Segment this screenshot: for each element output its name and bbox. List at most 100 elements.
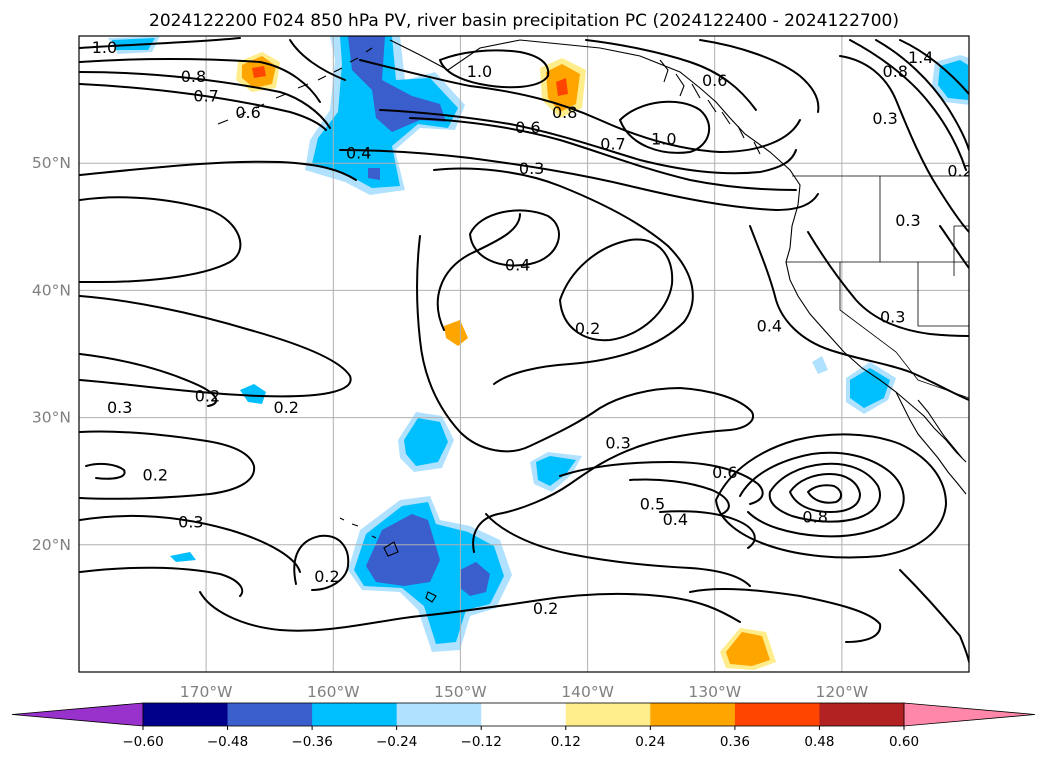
pv-contour (559, 238, 674, 342)
colorbar-tick-label: 0.36 (720, 734, 750, 750)
pv-contour (79, 83, 327, 131)
colorbar-tick-label: −0.36 (291, 734, 332, 750)
pv-contour (629, 478, 730, 515)
coastline-north-america (389, 39, 967, 463)
lon-tick-label: 140°W (561, 683, 614, 701)
contour-label: 0.3 (107, 398, 132, 417)
pv-contour (849, 39, 967, 171)
pv-contour (469, 209, 560, 267)
contour-label: 0.6 (515, 118, 540, 137)
colorbar-tick-label: 0.60 (889, 734, 919, 750)
contour-label: 0.6 (235, 103, 260, 122)
contour-label: 0.6 (702, 71, 727, 90)
lat-tick-label: 50°N (32, 154, 71, 172)
contour-label: 0.5 (640, 495, 665, 514)
pv-contour (585, 39, 757, 111)
pv-contour (289, 39, 346, 81)
lon-tick-label: 150°W (434, 683, 487, 701)
latitude-ticks: 20°N 30°N 40°N 50°N (32, 154, 71, 554)
pv-contour (559, 461, 764, 505)
contour-label: 0.3 (178, 512, 203, 531)
pv-contour (807, 484, 842, 504)
contour-label: 0.3 (605, 434, 630, 453)
coastline-gulf-california (917, 399, 963, 459)
pv-contour (379, 109, 797, 175)
pv-contour (899, 569, 969, 663)
pv-contour (739, 451, 905, 538)
map-frame (78, 35, 970, 673)
map-background (79, 36, 969, 672)
contour-label: 0.3 (519, 159, 544, 178)
precip-pos-4-mid (726, 632, 770, 666)
precip-pos-1-dark (252, 66, 266, 78)
precip-neg-c6 (170, 552, 196, 562)
pv-contour (79, 58, 321, 103)
contour-label: 1.0 (651, 130, 676, 149)
contour-label: 0.2 (533, 599, 558, 618)
pv-contour (689, 588, 882, 643)
pv-contour (433, 167, 694, 385)
pv-contour (85, 462, 126, 480)
contour-label: 0.3 (872, 109, 897, 128)
precip-neg-alaska-dark-2 (368, 168, 380, 180)
colorbar-tick-label: −0.12 (461, 734, 502, 750)
lon-tick-label: 170°W (180, 683, 233, 701)
lon-tick-label: 120°W (816, 683, 869, 701)
contour-label: 0.4 (663, 510, 688, 529)
contour-label: 0.2 (274, 398, 299, 417)
pv-contour (79, 160, 357, 181)
precip-neg-c4-light (812, 356, 828, 374)
pv-contour (875, 39, 969, 151)
map-content: 1.00.80.70.60.41.00.80.60.7 1.00.30.40.2 0… (79, 36, 972, 672)
pv-contour (899, 39, 969, 95)
contour-label: 0.7 (193, 86, 218, 105)
pv-contour (749, 225, 969, 401)
precip-pos-2-dark (556, 78, 568, 96)
pv-contour (339, 149, 819, 211)
contour-label: 1.0 (467, 62, 492, 81)
border-states (786, 176, 969, 399)
colorbar-tick-label: 0.24 (635, 734, 665, 750)
colorbar-swatch (565, 703, 651, 726)
colorbar-tick-label: 0.48 (804, 734, 834, 750)
pv-contour (699, 39, 820, 113)
pv-contour (619, 100, 710, 154)
contour-label: 0.4 (346, 144, 371, 163)
pv-contour (79, 514, 301, 573)
colorbar-tick-label: −0.48 (207, 734, 248, 750)
contour-label: 0.3 (895, 211, 920, 230)
precip-neg-c5-mid (850, 368, 890, 408)
colorbar-tick-label: −0.24 (376, 734, 417, 750)
pv-contour (79, 71, 331, 129)
colorbar-swatch (227, 703, 313, 726)
precip-neg-alaska-dark (348, 36, 446, 132)
longitude-ticks: 170°W 160°W 150°W 140°W 130°W 120°W (180, 683, 868, 701)
precip-pos-3-mid (444, 320, 468, 346)
colorbar-tick-label: 0.12 (551, 734, 581, 750)
contour-label: 0.4 (757, 317, 782, 336)
pv-contour (416, 235, 754, 553)
lon-tick-label: 160°W (307, 683, 360, 701)
contour-label: 0.8 (883, 62, 908, 81)
colorbar-swatch (819, 703, 905, 726)
pv-contour (199, 591, 741, 632)
pv-contour (79, 295, 352, 398)
pv-contours (79, 37, 969, 663)
contour-label: 0.2 (947, 161, 972, 180)
contour-label: 0.2 (575, 319, 600, 338)
precip-neg-c1 (240, 384, 266, 404)
colorbar-extend-low (11, 702, 144, 727)
pv-contour (79, 430, 256, 500)
precip-neg-hi-dark (366, 514, 440, 586)
colorbar-swatch (481, 703, 567, 726)
pv-contour (839, 55, 969, 233)
colorbar-swatch (143, 703, 229, 726)
pv-contour (293, 534, 350, 591)
contour-label: 0.2 (195, 386, 220, 405)
colorbar-tick-label: −0.60 (122, 734, 163, 750)
contour-label: 0.8 (181, 67, 206, 86)
pv-contour (79, 196, 242, 283)
islands-se-alaska (659, 59, 761, 155)
pv-contour (807, 231, 969, 337)
